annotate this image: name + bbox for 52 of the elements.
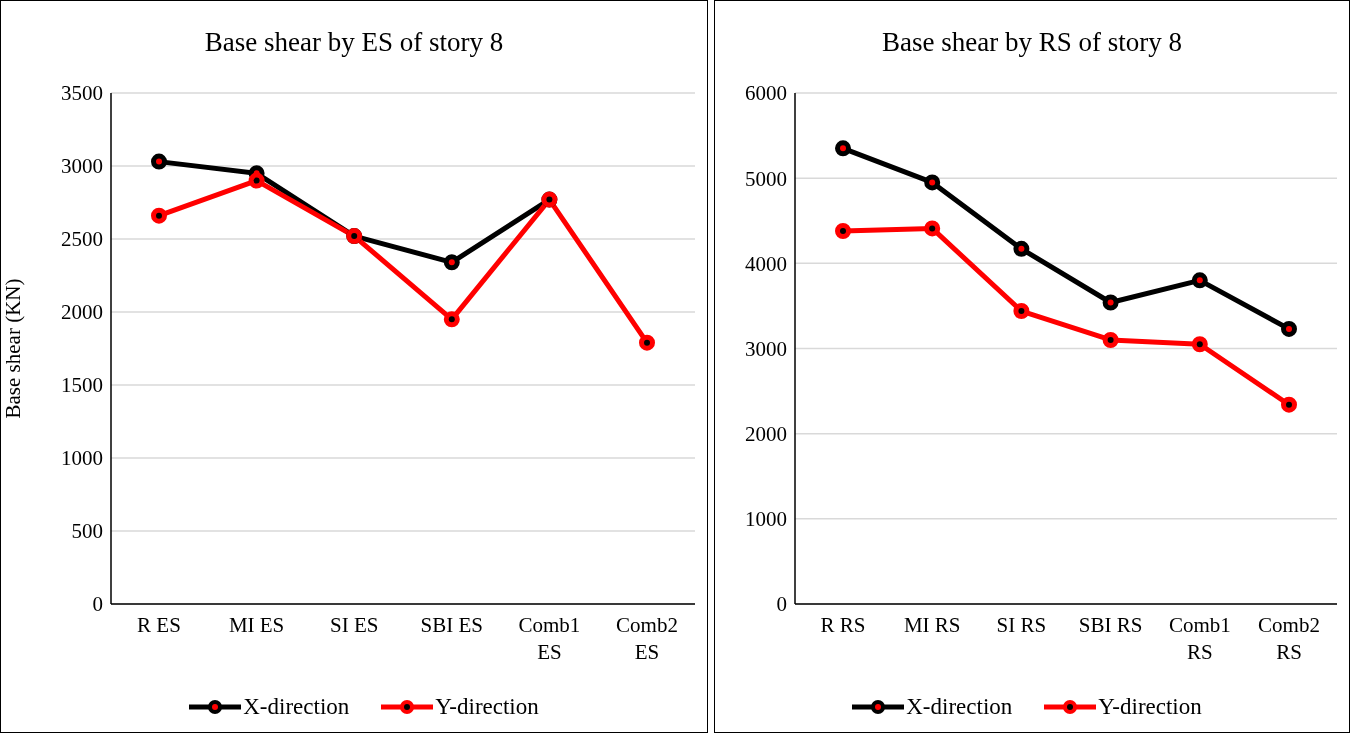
point [1281, 396, 1297, 413]
x-tick-label: MI ES [228, 613, 285, 637]
x-tick-label: SBI ES [420, 613, 484, 637]
point [1281, 320, 1297, 337]
point [835, 222, 851, 239]
legend-label: Y-direction [1098, 694, 1202, 720]
point [1013, 303, 1030, 320]
y-tick-label: 3000 [745, 336, 787, 361]
y-tick-label: 500 [71, 519, 103, 544]
x-tick-label: MI RS [903, 613, 961, 637]
y-tick-label: 2500 [61, 227, 103, 252]
point [1102, 331, 1119, 348]
y-tick-label: 4000 [745, 251, 787, 276]
point [248, 172, 265, 189]
point [1191, 272, 1208, 289]
y-tick-label: 2000 [61, 300, 103, 325]
x-tick-label: R RS [820, 613, 866, 637]
y-tick-label: 2000 [745, 422, 787, 447]
y-tick-label: 3500 [61, 81, 103, 106]
point [1191, 336, 1208, 353]
y-tick-label: 6000 [745, 81, 787, 106]
chart-title: Base shear by ES of story 8 [203, 27, 505, 58]
point [924, 174, 941, 191]
x-tick-label: Comb2 RS [1258, 613, 1320, 664]
x-tick-label: Comb2 ES [616, 613, 678, 664]
y-tick-label: 0 [776, 592, 787, 617]
x-tick-label: SBI RS [1078, 613, 1143, 637]
y-axis-title: Base shear (KN) [1, 278, 26, 419]
legend-label: X-direction [243, 694, 350, 720]
legend-label: Y-direction [435, 694, 539, 720]
x-tick-label: Comb1 ES [518, 613, 581, 664]
point [151, 207, 167, 224]
point [151, 153, 167, 170]
point [1013, 240, 1030, 257]
y-tick-label: 0 [92, 592, 103, 617]
y-tick-label: 3000 [61, 154, 103, 179]
point [835, 140, 851, 157]
point [639, 334, 655, 351]
x-tick-label: SI RS [996, 613, 1047, 637]
point [443, 254, 460, 271]
y-tick-label: 1500 [61, 373, 103, 398]
x-tick-label: R ES [137, 613, 181, 637]
chart-title: Base shear by RS of story 8 [881, 27, 1183, 58]
point [443, 311, 460, 328]
y-tick-label: 1000 [745, 507, 787, 532]
x-tick-label: Comb1 RS [1168, 613, 1231, 664]
point [924, 220, 941, 237]
legend-label: X-direction [906, 694, 1013, 720]
y-tick-label: 5000 [745, 166, 787, 191]
x-tick-label: SI ES [329, 613, 379, 637]
y-tick-label: 1000 [61, 446, 103, 471]
point [1102, 294, 1119, 311]
